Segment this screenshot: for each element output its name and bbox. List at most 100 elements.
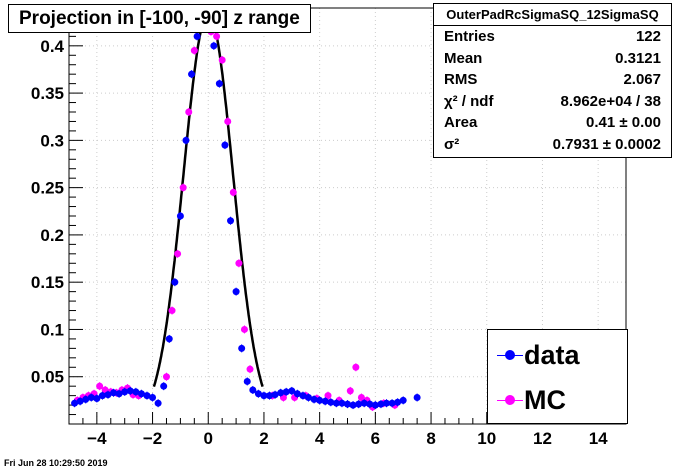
data-point	[371, 401, 379, 409]
data-point	[235, 259, 243, 267]
data-point	[352, 363, 360, 371]
timestamp: Fri Jun 28 10:29:50 2019	[4, 458, 108, 468]
data-point	[210, 42, 218, 50]
data-point	[232, 288, 240, 296]
data-point	[260, 392, 268, 400]
data-point	[87, 394, 95, 402]
data-point	[132, 388, 140, 396]
data-point	[282, 388, 290, 396]
legend-marker-data	[505, 350, 515, 360]
data-point	[321, 397, 329, 405]
data-point	[288, 387, 296, 395]
data-point	[143, 392, 151, 400]
stats-row-chi2: χ² / ndf 8.962e+04 / 38	[434, 91, 671, 113]
stats-value: 0.3121	[615, 49, 661, 67]
data-point	[176, 212, 184, 220]
x-tick-label: 8	[426, 429, 435, 448]
data-point	[213, 32, 221, 40]
data-point	[126, 387, 134, 395]
data-point	[168, 307, 176, 315]
data-point	[238, 344, 246, 352]
data-point	[162, 373, 170, 381]
stats-value: 0.41 ± 0.00	[586, 114, 661, 132]
x-tick-label: 0	[204, 429, 213, 448]
stats-row-sigma2: σ² 0.7931 ± 0.0002	[434, 134, 671, 156]
data-point	[332, 399, 340, 407]
data-point	[171, 278, 179, 286]
data-point	[71, 399, 79, 407]
y-tick-label: 0.15	[31, 273, 64, 292]
y-tick-label: 0.35	[31, 84, 64, 103]
stats-row-area: Area 0.41 ± 0.00	[434, 112, 671, 134]
data-point	[229, 188, 237, 196]
x-tick-label: 12	[533, 429, 552, 448]
stats-key: RMS	[444, 71, 478, 89]
data-point	[346, 387, 354, 395]
data-point	[179, 184, 187, 192]
data-point	[165, 335, 173, 343]
legend: data MC	[487, 329, 628, 424]
data-point	[215, 80, 223, 88]
data-point	[98, 392, 106, 400]
stats-value: 122	[635, 28, 661, 45]
y-tick-label: 0.1	[40, 320, 64, 339]
data-point	[327, 398, 335, 406]
data-point	[377, 400, 385, 408]
data-point	[193, 32, 201, 40]
data-point	[277, 389, 285, 397]
data-point	[249, 386, 257, 394]
data-point	[254, 390, 262, 398]
data-point	[110, 389, 118, 397]
data-point	[344, 400, 351, 408]
chart-title: Projection in [-100, -90] z range	[8, 4, 311, 33]
data-point	[76, 397, 84, 405]
data-point	[324, 392, 332, 400]
data-point	[366, 400, 374, 408]
data-point	[305, 394, 313, 402]
stats-key: Entries	[444, 28, 495, 45]
data-point	[357, 394, 365, 402]
x-tick-label: 4	[315, 429, 325, 448]
stats-key: Area	[444, 114, 478, 132]
stats-row-mean: Mean 0.3121	[434, 48, 671, 70]
data-point	[137, 390, 145, 398]
legend-marker-mc	[505, 395, 515, 405]
data-point	[349, 401, 357, 409]
stats-value: 2.067	[623, 71, 661, 89]
data-point	[382, 399, 390, 407]
data-point	[218, 56, 226, 64]
data-point	[310, 395, 318, 403]
stats-key: σ²	[444, 135, 460, 153]
data-point	[224, 117, 232, 125]
data-point	[121, 388, 129, 396]
x-tick-label: −4	[87, 429, 107, 448]
data-point	[316, 396, 324, 404]
data-point	[246, 365, 254, 373]
data-point	[266, 392, 274, 400]
x-tick-label: −2	[143, 429, 162, 448]
data-point	[293, 390, 301, 398]
data-point	[388, 399, 396, 407]
y-tick-label: 0.25	[31, 179, 64, 198]
x-tick-label: 2	[259, 429, 268, 448]
data-point	[413, 394, 421, 402]
data-point	[227, 217, 235, 225]
x-tick-label: 6	[371, 429, 380, 448]
y-tick-label: 0.2	[40, 226, 64, 245]
stats-box: OuterPadRcSigmaSQ_12SigmaSQ Entries 122 …	[433, 3, 672, 158]
stats-value: 8.962e+04 / 38	[560, 92, 661, 110]
y-tick-label: 0.05	[31, 368, 64, 387]
data-point	[115, 390, 123, 398]
data-point	[338, 399, 346, 407]
data-point	[93, 394, 101, 402]
data-point	[190, 47, 198, 55]
data-point	[221, 141, 229, 149]
stats-histogram-name: OuterPadRcSigmaSQ_12SigmaSQ	[434, 4, 671, 26]
stats-key: χ² / ndf	[444, 92, 494, 110]
data-points	[71, 13, 421, 411]
y-tick-label: 0.4	[40, 37, 64, 56]
stats-row-rms: RMS 2.067	[434, 69, 671, 91]
y-tick-label: 0.3	[40, 131, 64, 150]
data-point	[174, 250, 182, 258]
